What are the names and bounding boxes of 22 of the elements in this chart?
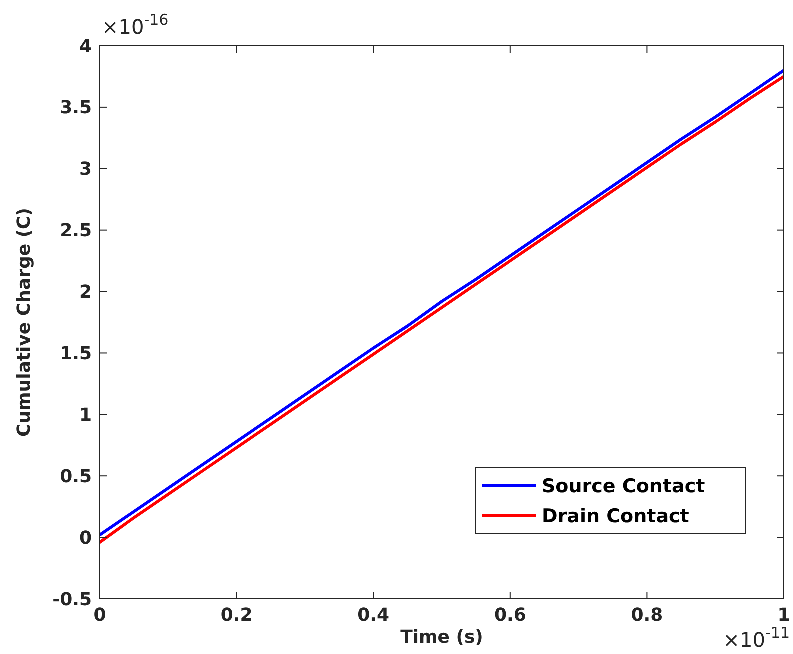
x-axis-title: Time (s) (400, 627, 484, 648)
y-tick-label: 4 (79, 36, 92, 58)
x-tick-label: 0.4 (358, 605, 390, 626)
legend-label: Drain Contact (542, 506, 690, 528)
x-tick-label: 0 (94, 605, 106, 626)
y-tick-label: 0 (79, 528, 92, 549)
x-tick-label: 1 (778, 605, 790, 626)
x-tick-label: 0.8 (631, 605, 664, 626)
y-tick-label: -0.5 (52, 589, 92, 610)
x-tick-label: 0.2 (220, 605, 253, 626)
y-tick-label: 2 (79, 282, 92, 304)
x-tick-label: 0.6 (494, 605, 526, 626)
y-tick-label: 1.5 (60, 344, 92, 365)
y-axis-title: Cumulative Charge (C) (14, 208, 35, 437)
legend-label: Source Contact (542, 476, 706, 498)
y-tick-label: 3 (79, 159, 92, 180)
text: ×10$^{-16}$ (102, 11, 169, 39)
y-tick-label: 3.5 (60, 98, 92, 119)
text: ×10$^{-11}$ (723, 624, 790, 652)
y-tick-label: 1 (79, 404, 92, 426)
y-tick-label: 0.5 (60, 466, 92, 488)
y-tick-label: 2.5 (60, 220, 92, 242)
